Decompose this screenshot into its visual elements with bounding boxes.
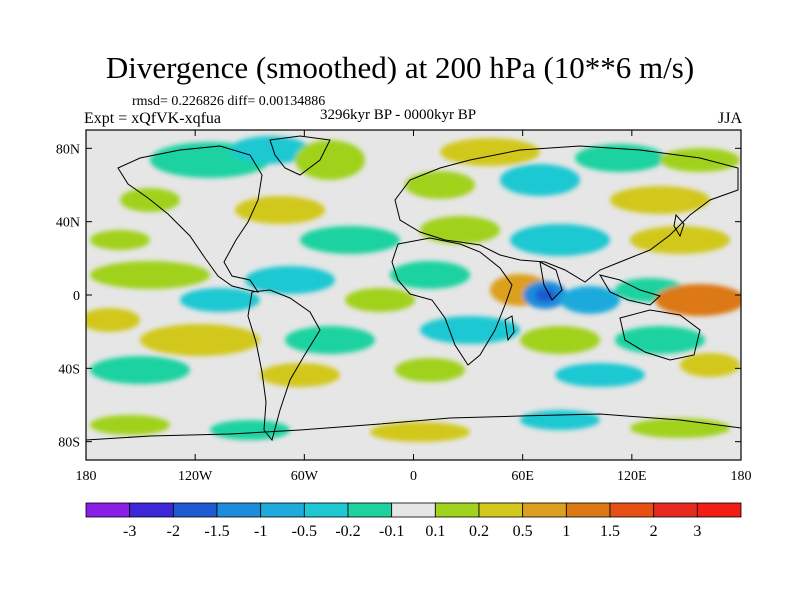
coastline-indonesia [598,274,661,306]
lon-tick-label: 180 [76,469,97,484]
field-patch [90,261,210,289]
field-patch [285,326,375,354]
colorbar-label: -0.1 [379,523,404,540]
lat-tick-label: 80N [56,142,80,157]
field-patch [535,288,555,302]
colorbar-swatch [172,502,218,518]
experiment-label: Expt = xQfVK-xqfua [84,110,221,127]
field-patch [420,216,500,244]
colorbar-swatch [609,502,655,518]
lon-tick-label: 60W [291,469,319,484]
colorbar-swatch [216,502,262,518]
colorbar-swatch [696,502,742,518]
colorbar-swatch [653,502,698,518]
field-patch [295,140,365,180]
lon-tick-label: 0 [410,469,417,484]
stats-text: rmsd= 0.226826 diff= 0.00134886 [132,94,326,109]
field-patch [370,422,470,442]
field-patch [560,286,620,314]
field-patch [520,326,600,354]
coastline-eurasia [394,145,739,283]
field-patch [575,144,665,172]
field-patch [90,356,190,384]
colorbar-swatch [260,502,305,518]
field-patch [680,353,740,377]
field-patch [390,261,470,289]
colorbar-swatch [85,502,131,518]
colorbar-swatch [391,502,436,518]
lat-tick-label: 40N [56,216,80,231]
colorbar-label: -0.5 [292,523,317,540]
colorbar-label: 0.2 [469,523,489,540]
colorbar-swatch [129,502,174,518]
field-patch [180,288,260,312]
colorbar-label: -0.2 [335,523,360,540]
coastlines [86,135,741,442]
field-patch [86,308,140,332]
axis-ticks: 80N 40N 0 40S 80S 180 120W 60W 0 60E 120E 180 [56,130,752,484]
field-patch [210,420,290,440]
field-patch [90,415,170,435]
field-patch [630,418,730,438]
colorbar-label: 2 [650,523,658,540]
coastline-madagascar [504,315,515,342]
coastline-india [539,261,563,301]
field-patch [555,363,645,387]
field-patch [395,358,465,382]
coastline-south-america [247,289,321,442]
coastline-greenland [269,135,331,176]
field-patch [660,148,740,172]
colorbar-label: -1.5 [204,523,229,540]
coastline-north-america [117,145,263,293]
field-patch [405,171,475,199]
field-patch [345,288,415,312]
coastline-antarctica [86,413,741,441]
field-patch [90,230,150,250]
field-patch [140,324,260,356]
season-label: JJA [717,110,742,127]
lon-tick-label: 60E [511,469,534,484]
field-patch [510,224,610,256]
colorbar-swatch [522,502,567,518]
coastline-australia [619,309,701,361]
field-patch [615,326,705,354]
colorbar-label: 1.5 [600,523,620,540]
field-patch [245,266,335,294]
lat-tick-label: 80S [58,436,80,451]
colorbar-swatch [478,502,524,518]
colorbar-swatch [565,502,611,518]
field-patch [500,164,580,196]
colorbar-label: -1 [254,523,267,540]
field-patch [260,363,340,387]
coastline-africa [391,237,513,366]
field-patch [655,284,741,316]
field-patch [230,136,310,164]
field-patch [520,410,600,430]
colorbar-label: 3 [693,523,701,540]
coastline-japan [673,213,685,238]
field-patch [420,316,520,344]
colorbar: -3 -2 -1.5 -1 -0.5 -0.2 -0.1 0.1 0.2 0.5 1 1.5 2 3 [85,502,742,540]
lat-tick-label: 0 [73,289,80,304]
field-patch [235,196,325,224]
colorbar-label: 0.1 [425,523,445,540]
colorbar-label: -2 [167,523,180,540]
field-patch [440,138,540,166]
lon-tick-label: 180 [731,469,752,484]
lon-tick-label: 120W [178,469,213,484]
colorbar-swatch [434,502,480,518]
lon-tick-label: 120E [617,469,647,484]
colorbar-label: 0.5 [513,523,533,540]
field-patch [630,226,730,254]
colorbar-label: 1 [562,523,570,540]
lat-tick-label: 40S [58,362,80,377]
field-patch [610,186,710,214]
colorbar-swatch [303,502,349,518]
colorbar-swatch [347,502,393,518]
period-label: 3296kyr BP - 0000kyr BP [320,107,477,123]
field-patch [300,226,400,254]
colorbar-label: -3 [123,523,136,540]
map-title: Divergence (smoothed) at 200 hPa (10**6 … [105,50,695,85]
